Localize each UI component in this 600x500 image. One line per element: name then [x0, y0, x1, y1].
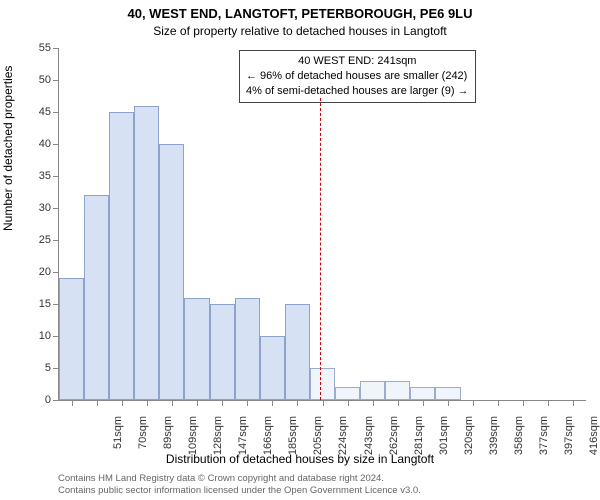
x-tick	[147, 400, 148, 406]
y-tick	[53, 208, 59, 209]
histogram-bar	[335, 387, 360, 400]
y-tick-label: 30	[21, 202, 51, 214]
histogram-bar	[159, 144, 184, 400]
x-tick	[523, 400, 524, 406]
histogram-bar	[59, 278, 84, 400]
chart-title-main: 40, WEST END, LANGTOFT, PETERBOROUGH, PE…	[0, 6, 600, 21]
histogram-bar	[84, 195, 109, 400]
x-tick	[122, 400, 123, 406]
annotation-line1: 40 WEST END: 241sqm	[246, 54, 469, 69]
histogram-bar	[235, 298, 260, 400]
y-tick-label: 40	[21, 138, 51, 150]
histogram-bar	[310, 368, 335, 400]
annotation-box: 40 WEST END: 241sqm ← 96% of detached ho…	[239, 50, 476, 103]
x-tick	[448, 400, 449, 406]
x-tick	[222, 400, 223, 406]
chart-footer: Contains HM Land Registry data © Crown c…	[58, 473, 421, 496]
histogram-bar	[184, 298, 209, 400]
x-tick	[297, 400, 298, 406]
y-axis-title: Number of detached properties	[1, 66, 15, 231]
annotation-line3: 4% of semi-detached houses are larger (9…	[246, 84, 469, 99]
y-tick	[53, 144, 59, 145]
x-tick	[172, 400, 173, 406]
x-tick	[573, 400, 574, 406]
annotation-line2: ← 96% of detached houses are smaller (24…	[246, 69, 469, 84]
y-tick	[53, 400, 59, 401]
property-size-chart: 40, WEST END, LANGTOFT, PETERBOROUGH, PE…	[0, 0, 600, 500]
x-tick	[398, 400, 399, 406]
y-tick-label: 0	[21, 394, 51, 406]
y-tick-label: 50	[21, 74, 51, 86]
histogram-bar	[385, 381, 410, 400]
x-tick	[72, 400, 73, 406]
y-tick-label: 20	[21, 266, 51, 278]
y-tick	[53, 112, 59, 113]
marker-line	[320, 98, 321, 400]
y-tick-label: 25	[21, 234, 51, 246]
x-tick	[498, 400, 499, 406]
x-tick	[423, 400, 424, 406]
y-tick	[53, 48, 59, 49]
plot-area: 40 WEST END: 241sqm ← 96% of detached ho…	[58, 48, 586, 401]
y-tick-label: 45	[21, 106, 51, 118]
y-tick-label: 35	[21, 170, 51, 182]
x-tick	[373, 400, 374, 406]
histogram-bar	[134, 106, 159, 400]
y-tick	[53, 80, 59, 81]
y-tick	[53, 272, 59, 273]
y-tick-label: 55	[21, 42, 51, 54]
x-tick	[473, 400, 474, 406]
histogram-bar	[410, 387, 435, 400]
footer-line1: Contains HM Land Registry data © Crown c…	[58, 473, 421, 484]
chart-title-sub: Size of property relative to detached ho…	[0, 24, 600, 38]
x-tick	[548, 400, 549, 406]
histogram-bar	[109, 112, 134, 400]
histogram-bar	[360, 381, 385, 400]
histogram-bar	[260, 336, 285, 400]
y-tick-label: 15	[21, 298, 51, 310]
y-tick	[53, 240, 59, 241]
x-tick	[348, 400, 349, 406]
x-tick	[197, 400, 198, 406]
y-tick-label: 10	[21, 330, 51, 342]
x-tick	[272, 400, 273, 406]
x-axis-title: Distribution of detached houses by size …	[0, 452, 600, 466]
x-tick	[323, 400, 324, 406]
footer-line2: Contains public sector information licen…	[58, 485, 421, 496]
y-tick	[53, 176, 59, 177]
y-tick-label: 5	[21, 362, 51, 374]
histogram-bar	[285, 304, 310, 400]
x-tick	[97, 400, 98, 406]
histogram-bar	[435, 387, 460, 400]
x-tick	[247, 400, 248, 406]
histogram-bar	[210, 304, 235, 400]
